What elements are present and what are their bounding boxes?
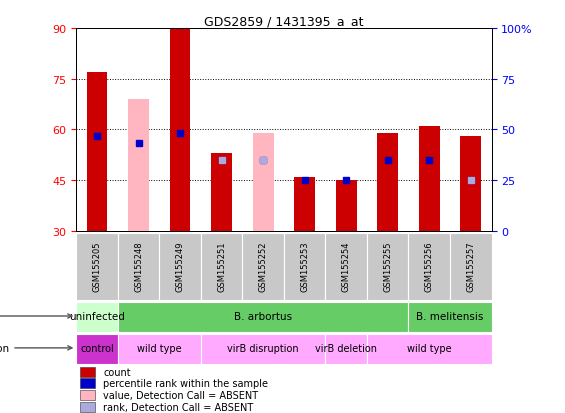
Text: GSM155255: GSM155255 <box>383 241 392 291</box>
FancyBboxPatch shape <box>367 334 492 364</box>
Text: virB disruption: virB disruption <box>227 343 299 353</box>
Bar <box>128 100 149 231</box>
Title: GDS2859 / 1431395_a_at: GDS2859 / 1431395_a_at <box>204 15 364 28</box>
FancyBboxPatch shape <box>408 302 492 332</box>
Bar <box>86 73 107 231</box>
Bar <box>419 127 440 231</box>
FancyBboxPatch shape <box>118 233 159 300</box>
Text: percentile rank within the sample: percentile rank within the sample <box>103 378 268 389</box>
FancyBboxPatch shape <box>367 233 408 300</box>
FancyBboxPatch shape <box>80 402 95 412</box>
Bar <box>253 133 273 231</box>
FancyBboxPatch shape <box>76 233 118 300</box>
FancyBboxPatch shape <box>118 302 408 332</box>
Text: GSM155251: GSM155251 <box>217 241 226 291</box>
FancyBboxPatch shape <box>325 334 367 364</box>
Text: GSM155249: GSM155249 <box>176 241 185 291</box>
Bar <box>377 133 398 231</box>
FancyBboxPatch shape <box>80 390 95 400</box>
FancyBboxPatch shape <box>450 233 492 300</box>
FancyBboxPatch shape <box>76 334 118 364</box>
Text: GSM155248: GSM155248 <box>134 240 143 291</box>
FancyBboxPatch shape <box>76 302 118 332</box>
FancyBboxPatch shape <box>408 233 450 300</box>
Text: count: count <box>103 367 131 377</box>
Text: GSM155254: GSM155254 <box>342 241 351 291</box>
Text: wild type: wild type <box>137 343 181 353</box>
Text: virB deletion: virB deletion <box>315 343 377 353</box>
Text: rank, Detection Call = ABSENT: rank, Detection Call = ABSENT <box>103 402 254 412</box>
Text: wild type: wild type <box>407 343 451 353</box>
FancyBboxPatch shape <box>80 367 95 377</box>
FancyBboxPatch shape <box>80 378 95 389</box>
Text: GSM155253: GSM155253 <box>300 240 309 291</box>
Text: GSM155252: GSM155252 <box>259 241 268 291</box>
Bar <box>294 177 315 231</box>
Bar <box>211 154 232 231</box>
Text: B. arbortus: B. arbortus <box>234 311 292 321</box>
Text: control: control <box>80 343 114 353</box>
FancyBboxPatch shape <box>325 233 367 300</box>
Text: B. melitensis: B. melitensis <box>416 311 484 321</box>
FancyBboxPatch shape <box>118 334 201 364</box>
Text: uninfected: uninfected <box>69 311 125 321</box>
Bar <box>460 137 481 231</box>
FancyBboxPatch shape <box>284 233 325 300</box>
FancyBboxPatch shape <box>201 334 325 364</box>
Text: GSM155205: GSM155205 <box>93 241 102 291</box>
Text: genotype/variation: genotype/variation <box>0 343 72 353</box>
FancyBboxPatch shape <box>242 233 284 300</box>
FancyBboxPatch shape <box>159 233 201 300</box>
Text: value, Detection Call = ABSENT: value, Detection Call = ABSENT <box>103 390 258 400</box>
Text: GSM155257: GSM155257 <box>466 240 475 291</box>
FancyBboxPatch shape <box>201 233 242 300</box>
Text: infection: infection <box>0 311 72 321</box>
Bar <box>336 180 357 231</box>
Bar <box>170 29 190 231</box>
Text: GSM155256: GSM155256 <box>425 240 434 291</box>
